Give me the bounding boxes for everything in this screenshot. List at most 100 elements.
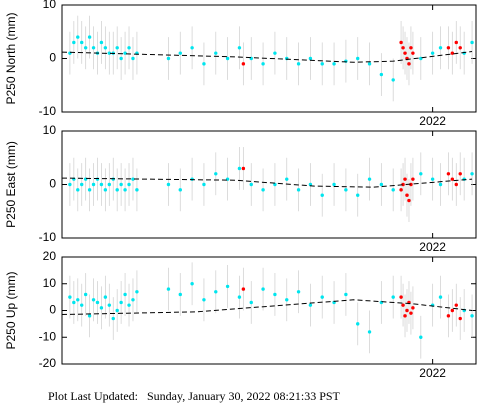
data-point	[367, 177, 372, 181]
data-point	[190, 46, 194, 50]
data-point	[115, 46, 119, 50]
data-point	[249, 300, 253, 305]
data-point	[214, 172, 218, 176]
data-point	[438, 182, 443, 187]
data-point	[411, 177, 415, 181]
data-point	[178, 292, 182, 297]
data-point	[438, 46, 443, 50]
data-point	[261, 188, 265, 192]
y-tick-label: 0	[49, 177, 56, 191]
data-point	[379, 182, 384, 187]
data-point	[285, 298, 289, 302]
data-point	[356, 193, 360, 197]
data-point	[458, 316, 462, 321]
data-point	[237, 46, 242, 50]
data-point	[127, 303, 131, 307]
data-point	[95, 300, 100, 305]
data-point	[399, 40, 403, 45]
data-point	[409, 311, 413, 315]
data-point	[80, 40, 84, 45]
footer: Plot Last Updated: Sunday, January 30, 2…	[48, 389, 341, 403]
trend-line	[61, 51, 473, 63]
data-point	[356, 322, 360, 326]
data-point	[68, 182, 72, 187]
data-point	[379, 72, 384, 77]
y-tick-label: -10	[39, 104, 57, 118]
data-point	[261, 287, 265, 291]
data-point	[332, 62, 336, 66]
data-point	[296, 290, 301, 294]
data-point	[430, 177, 435, 181]
data-point	[83, 292, 88, 297]
data-point	[446, 46, 451, 50]
data-point	[391, 295, 395, 299]
data-point	[411, 306, 415, 310]
trend-line	[61, 177, 473, 188]
data-point	[127, 182, 131, 187]
data-point	[107, 51, 112, 55]
data-point	[178, 51, 182, 55]
y-tick-label: -10	[39, 230, 57, 244]
data-point	[454, 182, 458, 187]
data-point	[202, 298, 206, 302]
data-point	[403, 314, 407, 318]
data-point	[80, 182, 84, 187]
data-point	[405, 193, 409, 197]
data-point	[225, 56, 230, 61]
data-point	[178, 188, 182, 192]
data-point	[409, 182, 413, 187]
data-point	[367, 330, 372, 334]
data-point	[119, 182, 123, 187]
data-point	[91, 298, 96, 302]
data-point	[166, 182, 171, 187]
plot-frame	[61, 256, 477, 365]
data-point	[454, 303, 458, 307]
data-point	[367, 62, 372, 66]
data-point	[308, 56, 313, 61]
data-point	[87, 35, 92, 39]
data-point	[407, 62, 411, 66]
x-tick-label: 2022	[419, 240, 446, 254]
data-point	[430, 51, 435, 55]
data-point	[401, 46, 405, 50]
data-point	[401, 182, 405, 187]
data-point	[99, 306, 104, 310]
y-axis-label: P250 East (mm)	[4, 141, 18, 228]
data-point	[411, 51, 415, 55]
data-point	[308, 303, 313, 307]
data-point	[91, 182, 96, 187]
data-point	[401, 303, 405, 307]
data-point	[135, 188, 139, 192]
data-point	[296, 188, 301, 192]
data-point	[391, 188, 395, 192]
data-point	[123, 51, 127, 55]
y-tick-label: 0	[49, 51, 56, 65]
data-point	[273, 51, 277, 55]
y-tick-label: 10	[43, 0, 57, 11]
data-point	[344, 188, 348, 192]
data-point	[438, 295, 443, 299]
data-point	[285, 177, 289, 181]
data-point	[87, 314, 92, 318]
data-point	[83, 46, 88, 50]
trend-line	[61, 299, 473, 316]
data-point	[356, 56, 360, 61]
data-point	[80, 303, 84, 307]
data-point	[399, 188, 403, 192]
y-tick-label: 0	[49, 303, 56, 317]
data-point	[409, 46, 413, 50]
data-point	[202, 182, 206, 187]
data-point	[446, 172, 451, 176]
data-point	[107, 182, 112, 187]
data-point	[450, 308, 455, 313]
data-point	[308, 182, 313, 187]
data-point	[296, 62, 301, 66]
data-point	[320, 295, 324, 299]
data-point	[103, 188, 108, 192]
data-point	[72, 300, 76, 305]
y-tick-label: 10	[43, 123, 57, 137]
data-point	[115, 188, 119, 192]
data-point	[403, 177, 407, 181]
data-point	[419, 335, 423, 339]
data-point	[119, 300, 123, 305]
